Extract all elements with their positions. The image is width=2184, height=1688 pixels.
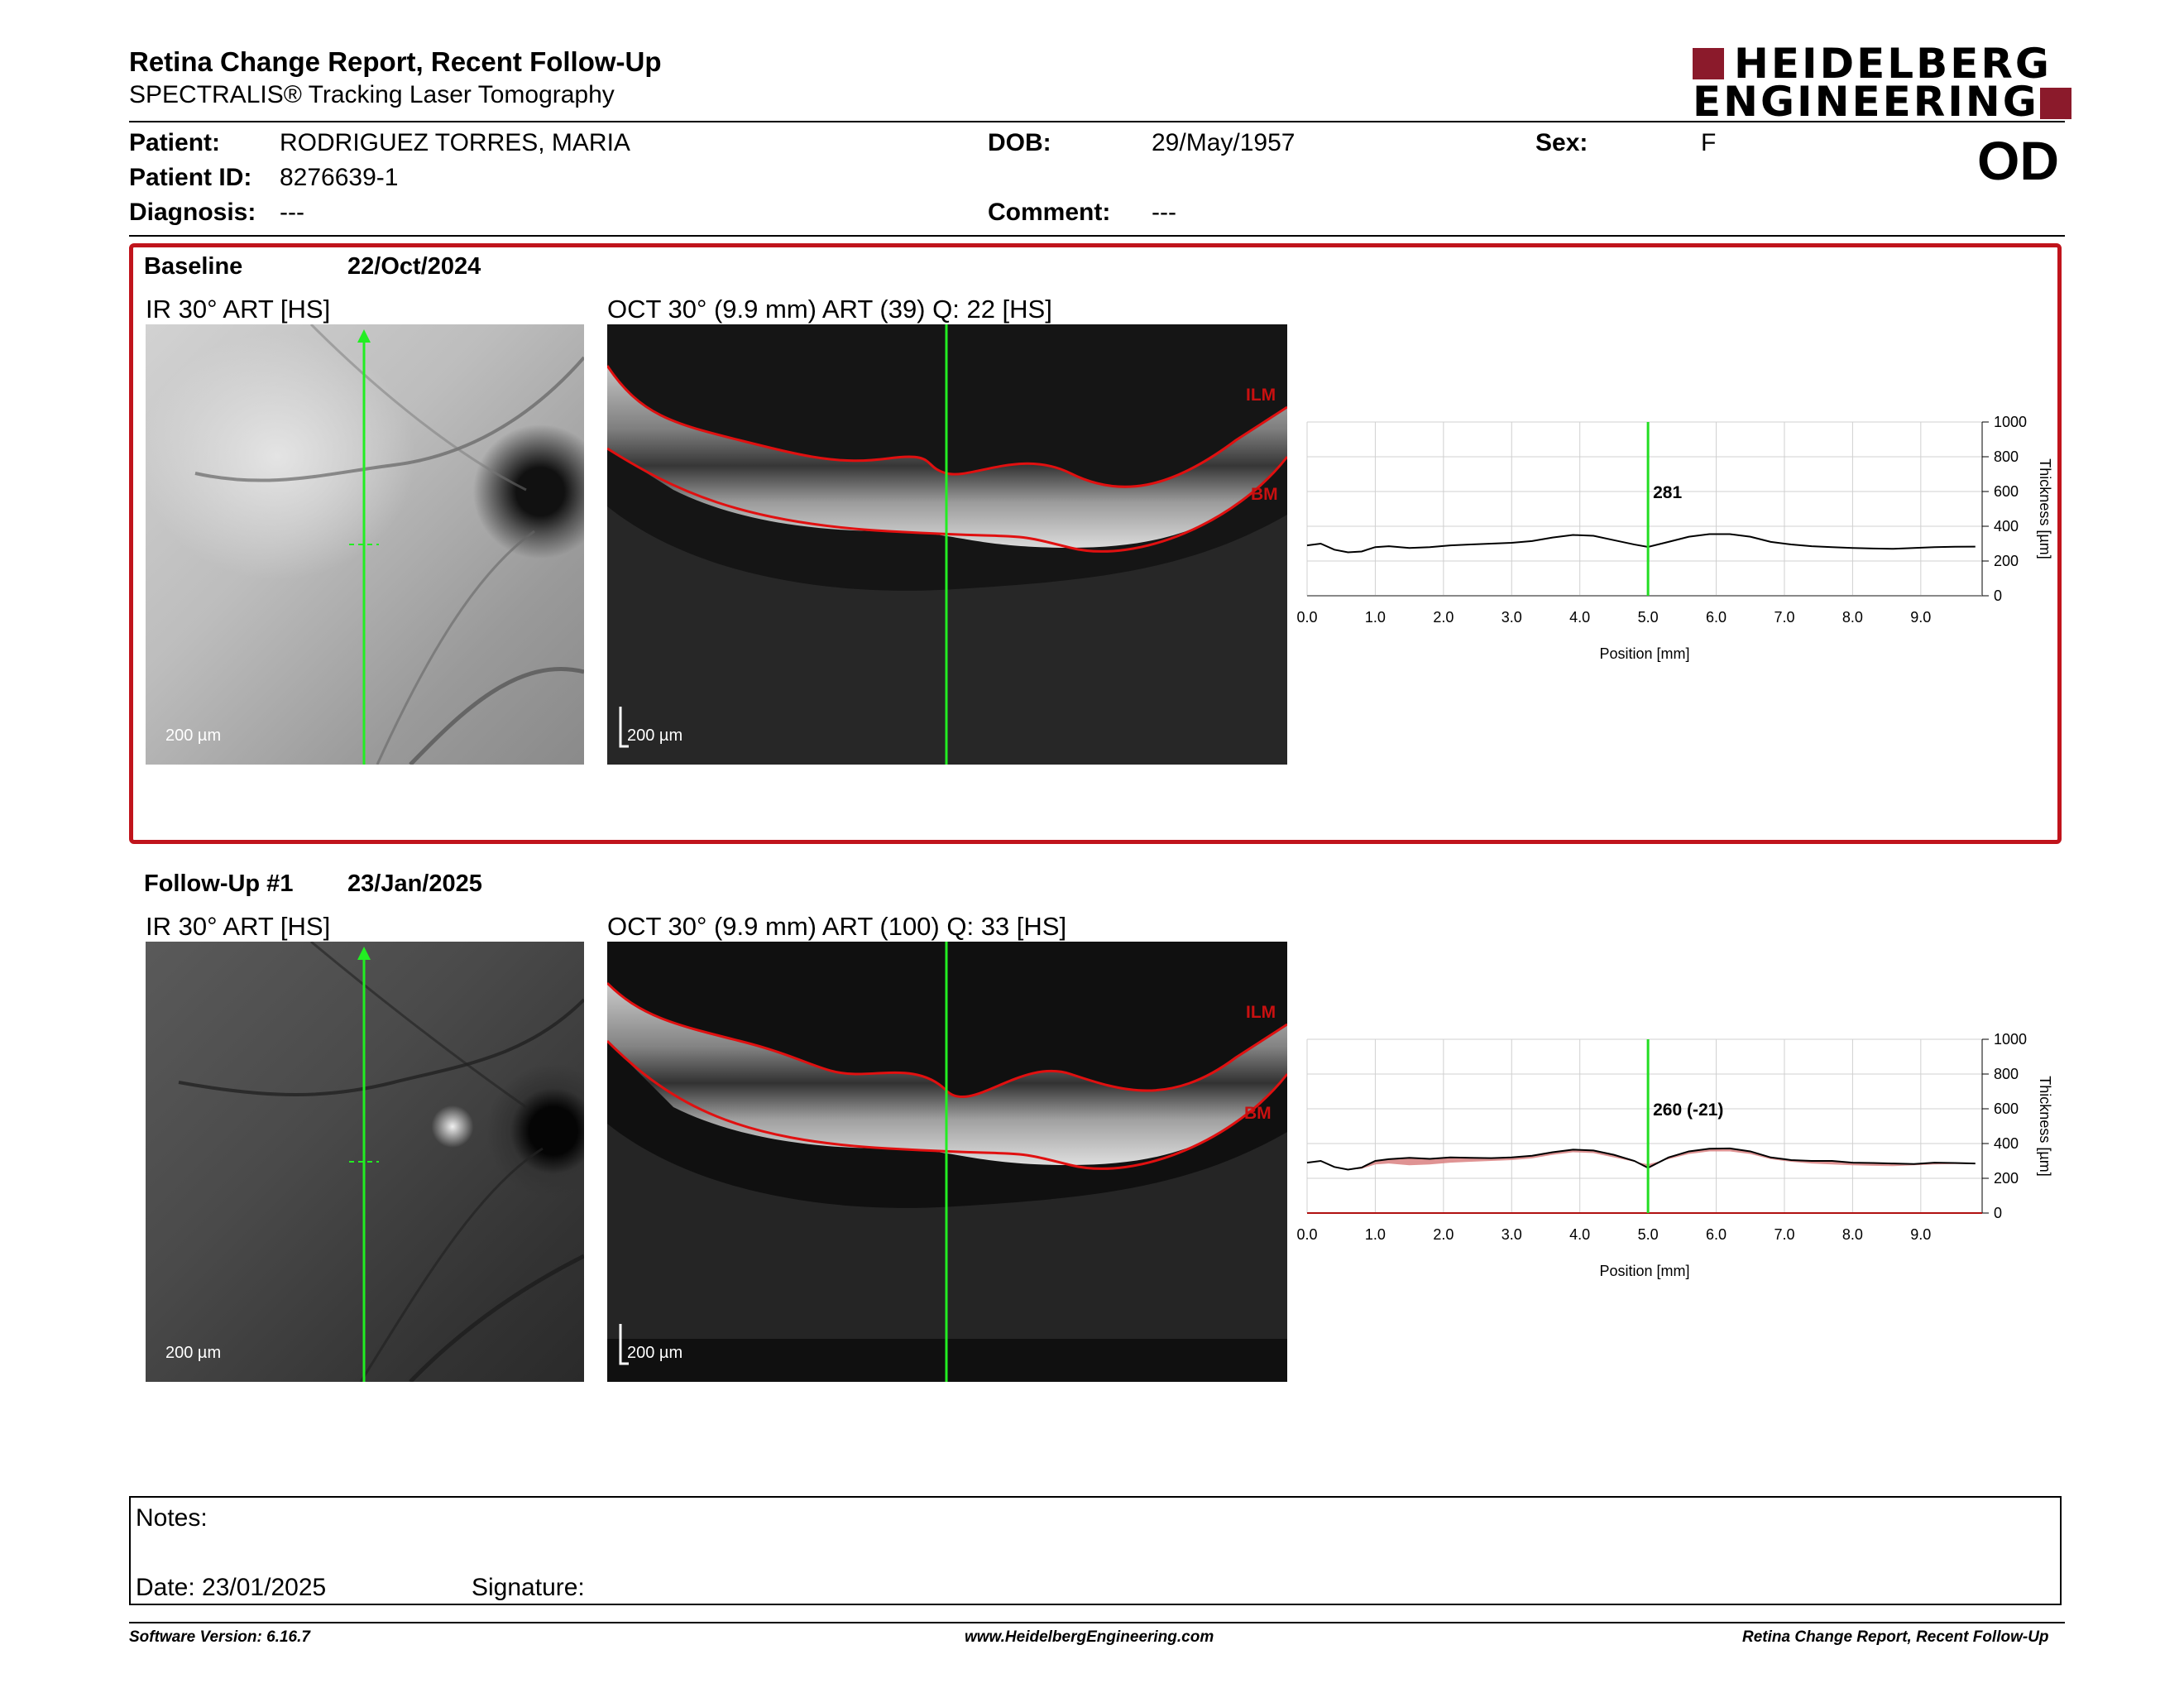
- x-tick-label: 7.0: [1774, 1226, 1794, 1243]
- thickness-line: [1306, 533, 1976, 554]
- x-tick-label: 2.0: [1433, 609, 1454, 626]
- baseline-bm-label: BM: [1251, 485, 1278, 504]
- report-title: Retina Change Report, Recent Follow-Up: [129, 46, 662, 77]
- y-tick-label: 200: [1994, 553, 2019, 569]
- comment-value: ---: [1152, 199, 1176, 226]
- x-tick-label: 9.0: [1910, 609, 1931, 626]
- baseline-label: Baseline: [144, 253, 243, 280]
- logo-line-1: HEIDELBERG: [1734, 40, 2052, 88]
- x-tick-label: 4.0: [1569, 1226, 1590, 1243]
- followup-ir-scale: 200 µm: [165, 1344, 222, 1362]
- y-tick-label: 800: [1994, 448, 2019, 465]
- baseline-ilm-label: ILM: [1246, 386, 1276, 405]
- x-tick-label: 9.0: [1910, 1226, 1931, 1243]
- followup-oct-image: ILM BM 200 µm: [607, 942, 1287, 1382]
- y-axis-label: Thickness [µm]: [2037, 458, 2053, 559]
- sex-value: F: [1701, 129, 1717, 156]
- x-tick-label: 1.0: [1365, 1226, 1386, 1243]
- diagnosis-value: ---: [280, 199, 304, 226]
- followup-thickness-chart: 0.0 1.0 2.0 3.0 4.0 5.0 6.0 7.0 8.0 9.0 0 200 400 600…: [1296, 1031, 2053, 1279]
- followup-ir-caption: IR 30° ART [HS]: [146, 912, 331, 941]
- cursor-value-label: 281: [1653, 483, 1682, 502]
- x-tick-label: 6.0: [1706, 1226, 1727, 1243]
- baseline-oct-image: ILM BM 200 µm: [607, 324, 1287, 765]
- baseline-oct-scan: ILM BM: [607, 324, 1287, 765]
- y-tick-label: 1000: [1994, 1031, 2027, 1048]
- footer-software-version: Software Version: 6.16.7: [129, 1628, 310, 1646]
- y-axis-label: Thickness [µm]: [2037, 1076, 2053, 1176]
- followup-date: 23/Jan/2025: [347, 870, 482, 897]
- followup-oct-scan: ILM BM: [607, 942, 1287, 1382]
- logo-square-bottom: [2040, 88, 2071, 119]
- patient-label: Patient:: [129, 129, 221, 156]
- y-tick-label: 400: [1994, 1135, 2019, 1152]
- y-tick-label: 800: [1994, 1066, 2019, 1082]
- x-tick-label: 2.0: [1433, 1226, 1454, 1243]
- x-tick-label: 7.0: [1774, 609, 1794, 626]
- baseline-ir-image: 200 µm: [146, 324, 584, 765]
- footer-website: www.HeidelbergEngineering.com: [965, 1628, 1214, 1646]
- report-subtitle: SPECTRALIS® Tracking Laser Tomography: [129, 81, 615, 108]
- x-tick-label: 0.0: [1296, 609, 1317, 626]
- heidelberg-logo: HEIDELBERG ENGINEERING: [1693, 40, 2073, 126]
- x-tick-label: 3.0: [1502, 609, 1522, 626]
- eye-indicator: OD: [1977, 130, 2059, 191]
- x-tick-label: 1.0: [1365, 609, 1386, 626]
- notes-box[interactable]: [129, 1496, 2062, 1605]
- baseline-ir-caption: IR 30° ART [HS]: [146, 295, 331, 324]
- logo-square-top: [1693, 48, 1724, 79]
- y-tick-label: 400: [1994, 518, 2019, 535]
- diagnosis-label: Diagnosis:: [129, 199, 256, 226]
- baseline-ir-scale: 200 µm: [165, 727, 222, 745]
- cursor-value-label: 260 (-21): [1653, 1101, 1723, 1120]
- footer-report-name: Retina Change Report, Recent Follow-Up: [1742, 1628, 2049, 1646]
- x-tick-label: 0.0: [1296, 1226, 1317, 1243]
- y-tick-label: 600: [1994, 1101, 2019, 1117]
- header-rule: [129, 121, 2065, 122]
- thickness-line: [1306, 1147, 1976, 1171]
- dob-label: DOB:: [988, 129, 1051, 156]
- followup-label: Follow-Up #1: [144, 870, 294, 897]
- y-tick-label: 0: [1994, 1205, 2002, 1221]
- baseline-oct-caption: OCT 30° (9.9 mm) ART (39) Q: 22 [HS]: [607, 295, 1052, 324]
- x-tick-label: 6.0: [1706, 609, 1727, 626]
- x-tick-label: 8.0: [1842, 1226, 1863, 1243]
- notes-date: Date: 23/01/2025: [136, 1574, 327, 1601]
- x-tick-label: 5.0: [1638, 609, 1659, 626]
- followup-ir-vessels: [178, 942, 584, 1382]
- notes-signature-label: Signature:: [472, 1574, 585, 1601]
- y-tick-label: 600: [1994, 483, 2019, 500]
- baseline-oct-scale: 200 µm: [627, 727, 683, 745]
- sex-label: Sex:: [1535, 129, 1588, 156]
- followup-bm-label: BM: [1244, 1104, 1272, 1123]
- logo-line-2: ENGINEERING: [1693, 78, 2039, 126]
- followup-oct-scale: 200 µm: [627, 1344, 683, 1362]
- baseline-ir-vessels: [194, 324, 584, 765]
- dob-value: 29/May/1957: [1152, 129, 1296, 156]
- x-axis-label: Position [mm]: [1599, 1263, 1689, 1279]
- x-tick-label: 4.0: [1569, 609, 1590, 626]
- patient-name: RODRIGUEZ TORRES, MARIA: [280, 129, 630, 156]
- baseline-date: 22/Oct/2024: [347, 253, 481, 280]
- x-tick-label: 8.0: [1842, 609, 1863, 626]
- followup-oct-caption: OCT 30° (9.9 mm) ART (100) Q: 33 [HS]: [607, 912, 1067, 941]
- y-tick-label: 0: [1994, 587, 2002, 604]
- x-tick-label: 5.0: [1638, 1226, 1659, 1243]
- followup-ir-image: 200 µm: [146, 942, 584, 1382]
- patient-id-value: 8276639-1: [280, 164, 399, 191]
- notes-label: Notes:: [136, 1504, 208, 1532]
- footer-rule: [129, 1622, 2065, 1623]
- y-tick-label: 200: [1994, 1170, 2019, 1187]
- baseline-panel: [129, 243, 2062, 844]
- followup-ilm-label: ILM: [1246, 1003, 1276, 1022]
- y-tick-label: 1000: [1994, 414, 2027, 430]
- patient-id-label: Patient ID:: [129, 164, 252, 191]
- x-axis-label: Position [mm]: [1599, 645, 1689, 662]
- patient-rule: [129, 235, 2065, 237]
- comment-label: Comment:: [988, 199, 1111, 226]
- x-tick-label: 3.0: [1502, 1226, 1522, 1243]
- thickness-change-area: [1307, 1148, 1976, 1170]
- baseline-thickness-chart: 0.0 1.0 2.0 3.0 4.0 5.0 6.0 7.0 8.0 9.0 0 200 400 600…: [1296, 414, 2053, 662]
